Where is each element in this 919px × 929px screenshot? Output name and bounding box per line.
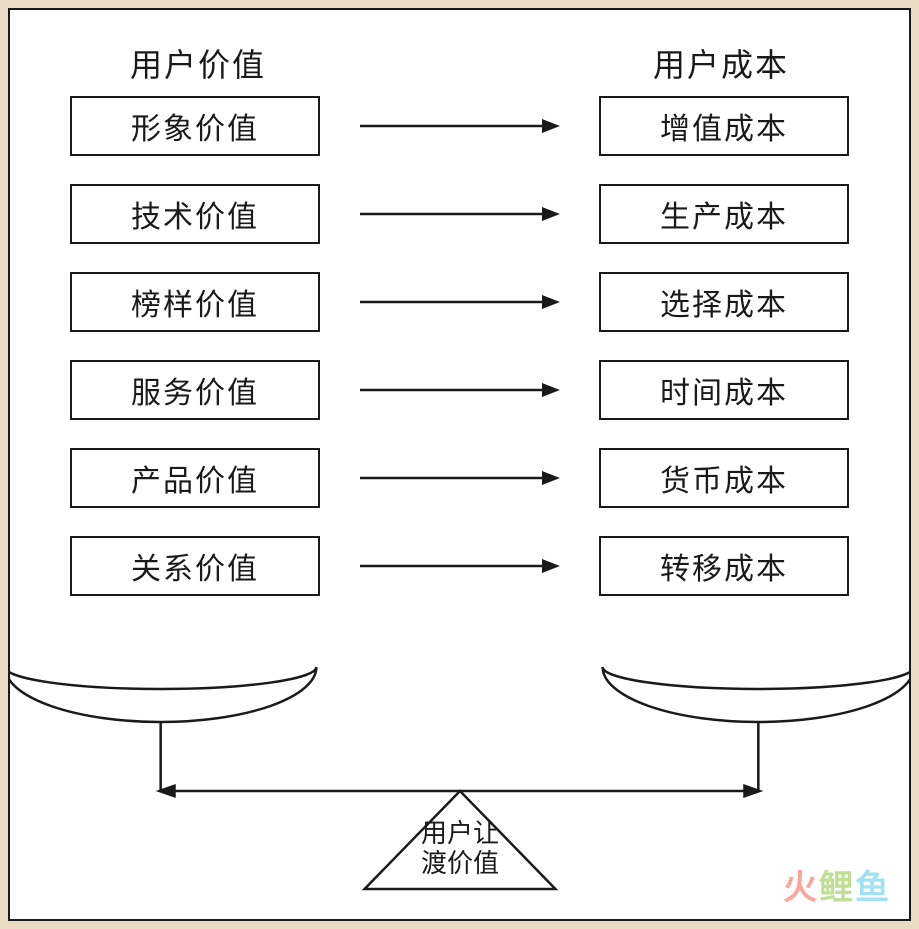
watermark-char: 鱼 xyxy=(855,869,891,907)
pair-row: 产品价值 货币成本 xyxy=(70,448,849,508)
cost-box: 时间成本 xyxy=(599,360,849,420)
watermark: 火鲤鱼 xyxy=(783,860,891,909)
pair-row: 技术价值 生产成本 xyxy=(70,184,849,244)
watermark-char: 火 xyxy=(783,869,819,907)
header-right: 用户成本 xyxy=(653,40,789,86)
watermark-char: 鲤 xyxy=(819,869,855,907)
arrow-right-icon xyxy=(360,116,560,136)
cost-box: 选择成本 xyxy=(599,272,849,332)
value-box: 关系价值 xyxy=(70,536,320,596)
value-box: 技术价值 xyxy=(70,184,320,244)
fulcrum-label-line2: 渡价值 xyxy=(421,849,499,878)
value-box: 榜样价值 xyxy=(70,272,320,332)
value-box: 形象价值 xyxy=(70,96,320,156)
value-box: 产品价值 xyxy=(70,448,320,508)
rows-container: 形象价值 增值成本 技术价值 生产成本 榜样价值 选择成本 xyxy=(10,96,909,596)
arrow-right-icon xyxy=(360,468,560,488)
pair-row: 服务价值 时间成本 xyxy=(70,360,849,420)
arrow-right-icon xyxy=(360,556,560,576)
fulcrum-label: 用户让 渡价值 xyxy=(390,819,530,879)
cost-box: 货币成本 xyxy=(599,448,849,508)
arrow-right-icon xyxy=(360,380,560,400)
cost-box: 转移成本 xyxy=(599,536,849,596)
value-box: 服务价值 xyxy=(70,360,320,420)
fulcrum-label-line1: 用户让 xyxy=(421,819,499,848)
pair-row: 形象价值 增值成本 xyxy=(70,96,849,156)
diagram-frame: 用户价值 用户成本 形象价值 增值成本 技术价值 生产成本 榜样价值 xyxy=(8,8,911,921)
pair-row: 榜样价值 选择成本 xyxy=(70,272,849,332)
balance-scale: 用户让 渡价值 xyxy=(10,639,909,899)
cost-box: 生产成本 xyxy=(599,184,849,244)
arrow-right-icon xyxy=(360,292,560,312)
pair-row: 关系价值 转移成本 xyxy=(70,536,849,596)
headers-row: 用户价值 用户成本 xyxy=(10,10,909,96)
header-left: 用户价值 xyxy=(130,40,266,86)
outer-container: 用户价值 用户成本 形象价值 增值成本 技术价值 生产成本 榜样价值 xyxy=(0,0,919,929)
cost-box: 增值成本 xyxy=(599,96,849,156)
arrow-right-icon xyxy=(360,204,560,224)
